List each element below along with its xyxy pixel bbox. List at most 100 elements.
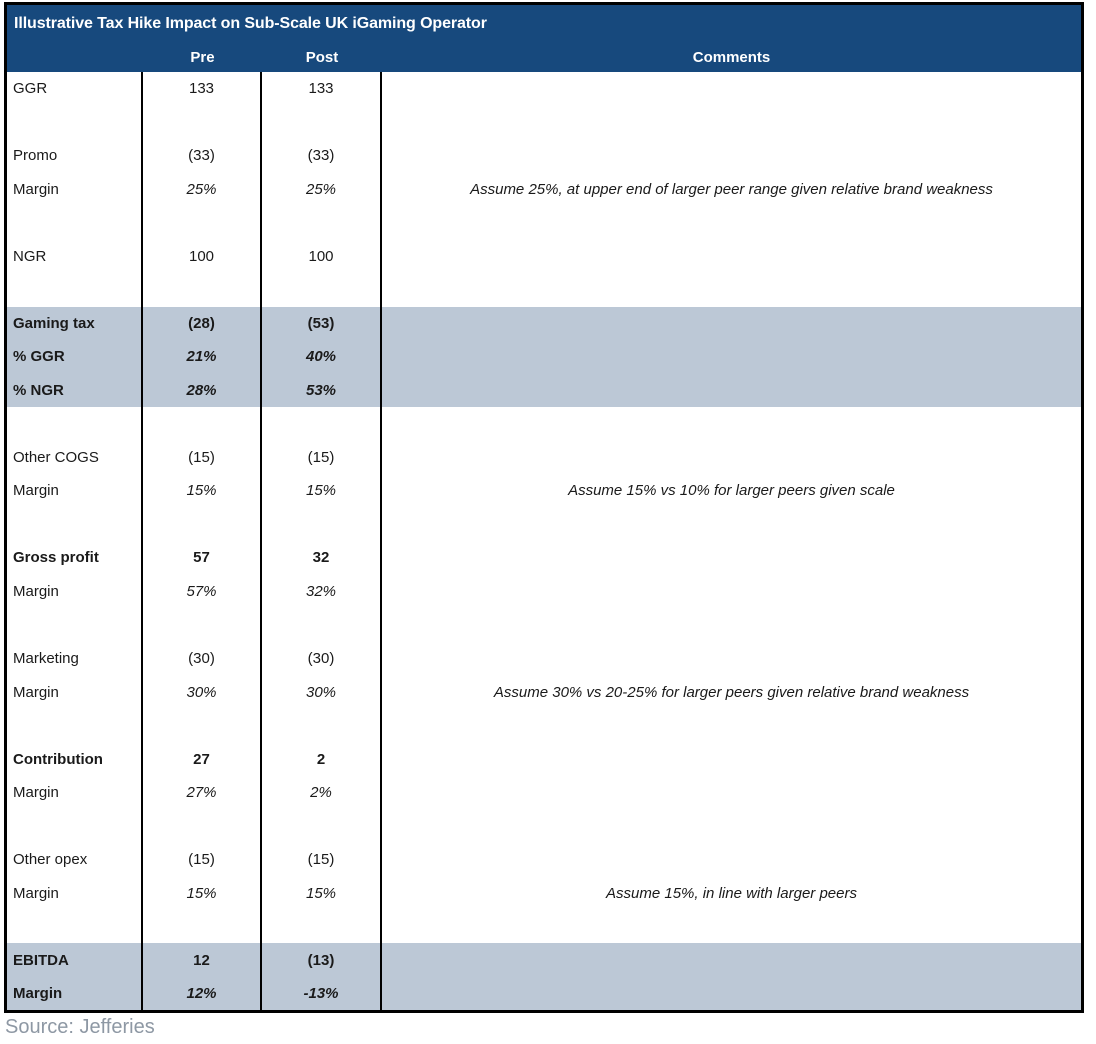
table-spacer-row bbox=[7, 206, 1081, 240]
pre-value: 15% bbox=[143, 876, 262, 910]
row-comment bbox=[382, 139, 1081, 173]
row-label: Margin bbox=[7, 775, 143, 810]
row-label: Margin bbox=[7, 876, 143, 910]
post-value bbox=[262, 206, 382, 240]
post-value: 40% bbox=[262, 340, 382, 374]
table-row: EBITDA 12 (13) bbox=[7, 943, 1081, 977]
pre-value: 27 bbox=[143, 742, 262, 776]
row-label: Contribution bbox=[7, 742, 143, 776]
post-value bbox=[262, 407, 382, 441]
table-title: Illustrative Tax Hike Impact on Sub-Scal… bbox=[7, 5, 1081, 43]
row-label bbox=[7, 507, 143, 542]
row-comment: Assume 25%, at upper end of larger peer … bbox=[470, 180, 993, 198]
post-value: (30) bbox=[262, 641, 382, 676]
post-value: (33) bbox=[262, 139, 382, 173]
pre-value bbox=[143, 105, 262, 140]
row-label: % GGR bbox=[7, 340, 143, 374]
row-label: GGR bbox=[7, 72, 143, 106]
pre-value: 21% bbox=[143, 340, 262, 374]
pre-value: 27% bbox=[143, 775, 262, 810]
row-comment: Assume 30% vs 20-25% for larger peers gi… bbox=[493, 683, 970, 701]
post-value: (53) bbox=[262, 306, 382, 341]
post-value: 2% bbox=[262, 775, 382, 810]
post-value: 15% bbox=[262, 876, 382, 910]
row-label bbox=[7, 105, 143, 140]
header-pre: Pre bbox=[190, 49, 215, 66]
table-row: Gross profit 57 32 bbox=[7, 541, 1081, 575]
row-comment bbox=[382, 642, 1081, 676]
row-label bbox=[7, 407, 143, 441]
table-row: Margin 27% 2% bbox=[7, 775, 1081, 810]
post-value bbox=[262, 909, 382, 944]
row-label: Promo bbox=[7, 139, 143, 173]
row-comment bbox=[382, 441, 1081, 475]
table-row: GGR 133 133 bbox=[7, 72, 1081, 106]
pre-value bbox=[143, 507, 262, 542]
row-comment bbox=[382, 340, 1081, 374]
post-value bbox=[262, 105, 382, 140]
row-comment bbox=[382, 910, 1081, 944]
row-comment: Assume 15% vs 10% for larger peers given… bbox=[568, 482, 895, 500]
table-row: Margin 15% 15% Assume 15%, in line with … bbox=[7, 876, 1081, 910]
pre-value: 30% bbox=[143, 675, 262, 709]
row-label: Other opex bbox=[7, 842, 143, 877]
pre-value bbox=[143, 708, 262, 743]
row-label bbox=[7, 909, 143, 944]
row-comment bbox=[382, 809, 1081, 843]
table-row: Gaming tax (28) (53) bbox=[7, 306, 1081, 341]
table-spacer-row bbox=[7, 273, 1081, 307]
row-label: Gaming tax bbox=[7, 306, 143, 341]
table-row: Marketing (30) (30) bbox=[7, 641, 1081, 676]
post-value: 100 bbox=[262, 239, 382, 274]
exhibit-table: Illustrative Tax Hike Impact on Sub-Scal… bbox=[4, 2, 1084, 1014]
row-comment bbox=[382, 742, 1081, 776]
row-comment bbox=[382, 240, 1081, 274]
post-value: 15% bbox=[262, 474, 382, 508]
row-label: Marketing bbox=[7, 641, 143, 676]
pre-value: (28) bbox=[143, 306, 262, 341]
row-label bbox=[7, 608, 143, 642]
post-value: (15) bbox=[262, 440, 382, 475]
table-spacer-row bbox=[7, 909, 1081, 944]
row-label bbox=[7, 206, 143, 240]
row-comment bbox=[382, 374, 1081, 408]
row-comment bbox=[382, 541, 1081, 575]
pre-value: 133 bbox=[143, 72, 262, 106]
header-line-item bbox=[7, 43, 143, 72]
post-value: 30% bbox=[262, 675, 382, 709]
pre-value bbox=[143, 608, 262, 642]
row-label: Margin bbox=[7, 172, 143, 207]
table-row: % NGR 28% 53% bbox=[7, 373, 1081, 408]
table-row: % GGR 21% 40% bbox=[7, 340, 1081, 374]
post-value bbox=[262, 507, 382, 542]
post-value: 53% bbox=[262, 373, 382, 408]
table-header-row: Pre Post Comments bbox=[7, 43, 1081, 72]
pre-value: (15) bbox=[143, 842, 262, 877]
pre-value: (33) bbox=[143, 139, 262, 173]
row-label: Margin bbox=[7, 976, 143, 1011]
table-row: Margin 12% -13% bbox=[7, 976, 1081, 1011]
row-label: Margin bbox=[7, 675, 143, 709]
pre-value bbox=[143, 273, 262, 307]
table-row: Margin 15% 15% Assume 15% vs 10% for lar… bbox=[7, 474, 1081, 508]
row-comment bbox=[382, 977, 1081, 1011]
post-value: 25% bbox=[262, 172, 382, 207]
table-row: NGR 100 100 bbox=[7, 239, 1081, 274]
row-label bbox=[7, 708, 143, 743]
table-row: Contribution 27 2 bbox=[7, 742, 1081, 776]
row-comment bbox=[382, 407, 1081, 441]
table-spacer-row bbox=[7, 105, 1081, 140]
table-spacer-row bbox=[7, 407, 1081, 441]
post-value bbox=[262, 809, 382, 843]
table-spacer-row bbox=[7, 809, 1081, 843]
pre-value bbox=[143, 407, 262, 441]
row-comment bbox=[382, 206, 1081, 240]
row-comment bbox=[382, 508, 1081, 542]
row-comment bbox=[382, 709, 1081, 743]
row-comment bbox=[382, 273, 1081, 307]
pre-value: 15% bbox=[143, 474, 262, 508]
table-spacer-row bbox=[7, 708, 1081, 743]
post-value: 133 bbox=[262, 72, 382, 106]
pre-value: 25% bbox=[143, 172, 262, 207]
